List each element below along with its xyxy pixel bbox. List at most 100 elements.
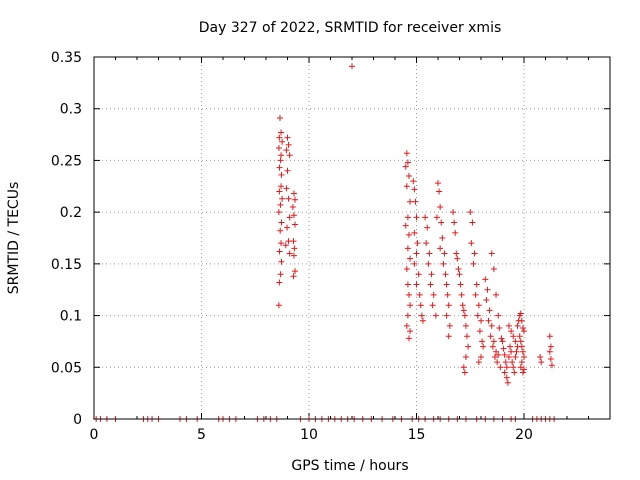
data-points	[93, 63, 558, 422]
y-tick-label: 0.25	[51, 153, 82, 169]
data-point	[276, 134, 283, 141]
data-point	[519, 348, 526, 355]
data-point	[422, 214, 429, 221]
data-point	[450, 209, 457, 216]
data-point	[286, 250, 293, 257]
data-point	[460, 307, 467, 314]
data-point	[427, 281, 434, 288]
data-point	[284, 134, 291, 141]
data-point	[285, 141, 292, 148]
data-point	[425, 260, 432, 267]
data-point	[290, 190, 297, 197]
data-point	[478, 317, 484, 324]
data-point	[511, 369, 518, 376]
data-point	[501, 351, 508, 358]
data-point	[458, 291, 465, 298]
data-point	[277, 271, 284, 278]
data-point	[433, 214, 440, 221]
data-point	[275, 302, 282, 309]
data-point	[473, 281, 480, 288]
data-point	[502, 359, 509, 366]
data-point	[277, 227, 284, 234]
data-point	[501, 369, 508, 376]
data-point	[507, 343, 514, 350]
data-point	[279, 195, 286, 202]
data-point	[546, 333, 553, 340]
data-point	[285, 195, 292, 202]
data-point	[276, 248, 283, 255]
data-point	[444, 291, 451, 298]
data-point	[424, 224, 431, 231]
data-point	[410, 178, 417, 185]
data-point	[471, 250, 478, 257]
data-point	[452, 229, 459, 236]
data-point	[487, 333, 494, 340]
data-point	[428, 271, 435, 278]
data-point	[496, 324, 503, 331]
x-tick-label: 5	[197, 427, 206, 443]
y-axis-label: SRMTID / TECUs	[6, 182, 22, 295]
data-point	[521, 353, 527, 360]
data-point	[290, 252, 297, 259]
y-tick-label: 0	[73, 412, 82, 428]
data-point	[283, 185, 290, 192]
data-point	[430, 291, 437, 298]
data-point	[423, 240, 430, 247]
data-point	[548, 362, 555, 369]
data-point	[508, 348, 515, 355]
data-point	[512, 338, 519, 345]
data-point	[479, 338, 486, 345]
grid-lines	[94, 57, 610, 419]
data-point	[443, 281, 450, 288]
y-tick-label: 0.1	[60, 309, 82, 325]
data-point	[518, 343, 525, 350]
data-point	[292, 221, 299, 228]
data-point	[441, 250, 448, 257]
data-point	[276, 164, 283, 171]
data-point	[278, 183, 285, 190]
data-point	[464, 333, 471, 340]
data-point	[440, 260, 447, 267]
data-point	[292, 196, 299, 203]
data-point	[284, 224, 291, 231]
data-point	[405, 291, 412, 298]
data-point	[432, 312, 439, 319]
x-axis-label: GPS time / hours	[291, 458, 408, 474]
data-point	[404, 281, 411, 288]
data-point	[455, 266, 462, 273]
data-point	[277, 157, 284, 164]
data-point	[411, 186, 418, 193]
data-point	[413, 250, 420, 257]
data-point	[276, 188, 283, 195]
x-tick-label: 20	[515, 427, 533, 443]
x-tick-label: 15	[408, 427, 426, 443]
data-point	[276, 115, 283, 122]
data-point	[275, 145, 282, 152]
data-point	[460, 364, 467, 371]
data-point	[457, 281, 464, 288]
data-point	[519, 324, 526, 331]
data-point	[291, 245, 298, 252]
data-point	[512, 353, 519, 360]
data-point	[403, 183, 410, 190]
data-point	[461, 369, 468, 376]
data-point	[537, 353, 544, 360]
data-point	[519, 369, 526, 376]
data-point	[510, 364, 517, 371]
data-point	[453, 250, 460, 257]
data-point	[404, 159, 411, 166]
data-point	[278, 219, 285, 226]
data-point	[439, 235, 446, 241]
data-point	[445, 333, 452, 340]
data-point	[459, 302, 466, 309]
x-tick-label: 10	[300, 427, 318, 443]
data-point	[468, 240, 475, 247]
data-point	[283, 147, 290, 154]
data-point	[462, 353, 469, 360]
data-point	[510, 333, 517, 340]
data-point	[418, 312, 425, 319]
data-point	[470, 260, 477, 267]
y-tick-label: 0.35	[51, 50, 82, 66]
data-point	[483, 297, 490, 304]
